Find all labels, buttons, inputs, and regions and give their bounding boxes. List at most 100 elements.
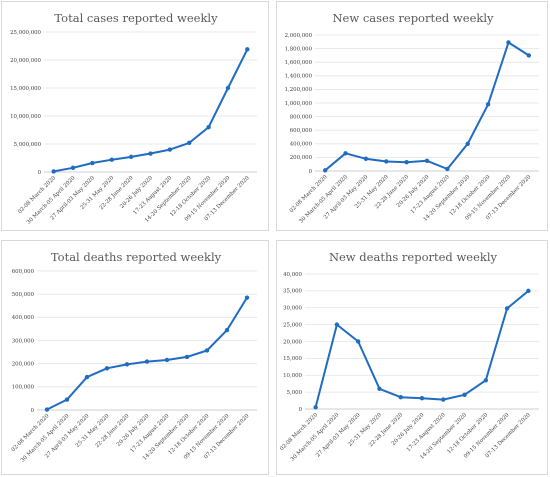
- x-tick-label: 12-18 October 2020: [446, 412, 489, 455]
- data-point: [148, 151, 153, 156]
- y-tick-label: 15,000,000: [10, 86, 41, 92]
- data-point: [128, 154, 134, 160]
- data-point: [322, 168, 328, 173]
- y-tick-label: 5,000,000: [14, 142, 42, 148]
- x-tick-label: 17-23 August 2020: [406, 412, 447, 453]
- data-point: [224, 327, 230, 333]
- data-point: [70, 165, 76, 170]
- x-tick-label: 02-08 March 2020: [279, 412, 319, 452]
- y-tick-label: 25,000: [283, 322, 302, 328]
- y-tick-label: 800,000: [290, 114, 313, 120]
- data-point: [206, 125, 211, 130]
- data-point: [64, 397, 70, 402]
- y-tick-label: 40,000: [283, 272, 302, 278]
- y-tick-label: 15,000: [283, 356, 302, 362]
- data-point: [462, 392, 467, 398]
- y-tick-label: 200,000: [290, 155, 313, 161]
- data-point: [104, 366, 110, 371]
- chart-svg: New deaths reported weekly 0 5,000 10,000 15…: [279, 250, 539, 463]
- x-tick-label: 02-08 March 2020: [289, 174, 329, 214]
- data-point: [167, 147, 173, 152]
- y-tick-label: 2,000,000: [285, 33, 313, 39]
- data-point: [343, 151, 348, 156]
- series-line: [314, 290, 530, 408]
- y-tick-label: 30,000: [283, 306, 302, 312]
- y-tick-label: 10,000: [283, 373, 302, 379]
- data-point: [245, 47, 250, 52]
- data-point: [244, 295, 250, 300]
- data-point: [504, 306, 510, 311]
- x-tick-label: 07-13 December 2020: [485, 412, 533, 460]
- data-point: [51, 169, 56, 174]
- data-point: [445, 166, 450, 172]
- y-tick-label: 10,000,000: [10, 114, 41, 120]
- y-tick-label: 1,200,000: [285, 87, 313, 93]
- data-point: [485, 102, 491, 107]
- y-tick-label: 0: [309, 169, 313, 175]
- data-point: [225, 85, 231, 91]
- data-point: [187, 140, 192, 146]
- chart-svg: New cases reported weekly 0 200,000 400,000…: [285, 11, 539, 225]
- y-tick-label: 1,600,000: [285, 60, 313, 66]
- chart-title: New cases reported weekly: [332, 11, 494, 25]
- data-point: [404, 159, 409, 165]
- chart-title: Total deaths reported weekly: [51, 250, 222, 264]
- series-line: [324, 41, 530, 172]
- y-tick-label: 0: [38, 170, 42, 176]
- data-point: [424, 158, 430, 163]
- data-point: [184, 354, 190, 360]
- x-tick-label: 22-28 June 2020: [98, 175, 134, 211]
- y-tick-label: 600,000: [12, 269, 35, 275]
- series-line: [46, 297, 248, 411]
- data-point: [384, 159, 389, 164]
- chart-panel-total-deaths: Total deaths reported weekly 0 100,000 200,…: [1, 240, 269, 475]
- y-tick-label: 400,000: [12, 315, 35, 321]
- chart-svg: Total deaths reported weekly 0 100,000 200,…: [10, 250, 257, 464]
- y-tick-label: 300,000: [12, 338, 35, 344]
- data-point: [84, 374, 90, 380]
- y-tick-label: 1,000,000: [285, 101, 313, 107]
- y-tick-label: 35,000: [283, 289, 302, 295]
- data-point: [144, 359, 150, 364]
- data-point: [465, 141, 470, 146]
- data-point: [419, 396, 425, 401]
- data-point: [441, 397, 446, 402]
- data-point: [363, 156, 369, 161]
- data-point: [90, 160, 95, 166]
- y-tick-label: 600,000: [290, 128, 313, 134]
- chart-panel-total-cases: Total cases reported weekly 0 5,000,000 10,…: [1, 1, 269, 231]
- data-point: [334, 322, 340, 327]
- y-tick-label: 1,400,000: [285, 74, 313, 80]
- y-tick-label: 400,000: [290, 142, 313, 148]
- chart-title: Total cases reported weekly: [54, 11, 218, 25]
- data-point: [506, 40, 511, 45]
- data-point: [124, 362, 130, 367]
- data-point: [313, 405, 318, 410]
- x-tick-label: 25-31 May 2020: [80, 175, 116, 211]
- y-tick-label: 0: [31, 408, 35, 414]
- data-point: [109, 157, 114, 162]
- y-tick-label: 25,000,000: [10, 30, 41, 36]
- data-point: [204, 348, 210, 353]
- y-tick-label: 200,000: [12, 361, 35, 367]
- data-point: [377, 386, 382, 391]
- chart-panel-new-deaths: New deaths reported weekly 0 5,000 10,000 15…: [276, 240, 548, 475]
- y-tick-label: 500,000: [12, 292, 35, 298]
- y-tick-label: 1,800,000: [285, 46, 313, 52]
- x-tick-label: 02-08 March 2020: [10, 413, 50, 453]
- data-point: [526, 53, 532, 58]
- y-tick-label: 20,000: [283, 339, 302, 345]
- data-point: [398, 394, 403, 400]
- data-point: [164, 357, 170, 363]
- chart-panel-new-cases: New cases reported weekly 0 200,000 400,000…: [276, 1, 548, 231]
- x-tick-label: 17-23 August 2020: [410, 174, 451, 215]
- y-tick-label: 20,000,000: [10, 58, 41, 64]
- chart-svg: Total cases reported weekly 0 5,000,000 10,…: [10, 11, 257, 226]
- y-tick-label: 100,000: [12, 385, 35, 391]
- data-point: [483, 378, 489, 383]
- data-point: [355, 339, 361, 344]
- data-point: [526, 288, 531, 294]
- y-tick-label: 5,000: [287, 390, 303, 396]
- y-tick-label: 0: [299, 407, 303, 413]
- data-point: [44, 407, 50, 412]
